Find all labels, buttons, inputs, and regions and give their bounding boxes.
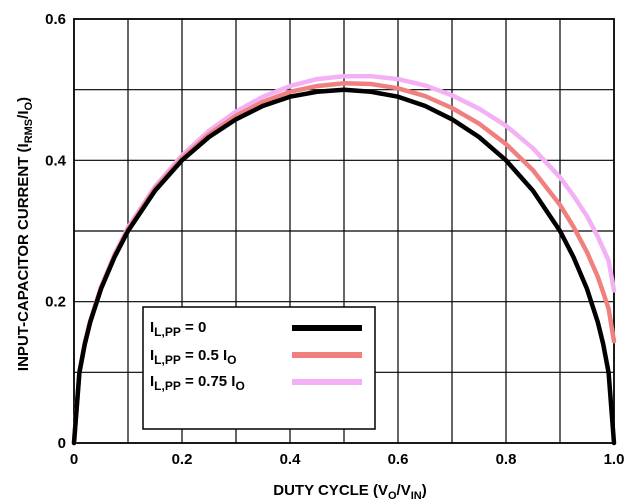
plot-frame: [73, 18, 615, 444]
legend: IL,PP = 0 IL,PP = 0.5 IO IL,PP = 0.75 IO: [142, 306, 376, 430]
x-tick-label: 0.8: [496, 451, 517, 468]
x-tick-label: 0.2: [172, 451, 193, 468]
y-tick-label: 0: [58, 435, 66, 452]
series-lines: [71, 73, 617, 446]
y-tick-label: 0.2: [45, 294, 66, 311]
x-tick-label: 0.4: [280, 451, 302, 468]
legend-label-0: IL,PP = 0: [150, 319, 206, 339]
x-tick-label: 0.6: [388, 451, 409, 468]
series-line-0: [71, 87, 617, 446]
y-tick-label: 0.4: [45, 152, 67, 169]
x-tick-label: 0: [70, 451, 78, 468]
x-axis-title: DUTY CYCLE (VO/VIN): [273, 482, 426, 500]
y-tick-labels: 0 0.2 0.4 0.6: [45, 11, 67, 452]
legend-label-1: IL,PP = 0.5 IO: [150, 347, 236, 367]
legend-label-2: IL,PP = 0.75 IO: [150, 373, 245, 393]
x-tick-label: 1.0: [604, 451, 625, 468]
y-axis-title: INPUT-CAPACITOR CURRENT (IRMS/IO): [15, 97, 35, 371]
y-tick-label: 0.6: [45, 11, 66, 28]
x-tick-labels: 0 0.2 0.4 0.6 0.8 1.0: [70, 451, 625, 468]
